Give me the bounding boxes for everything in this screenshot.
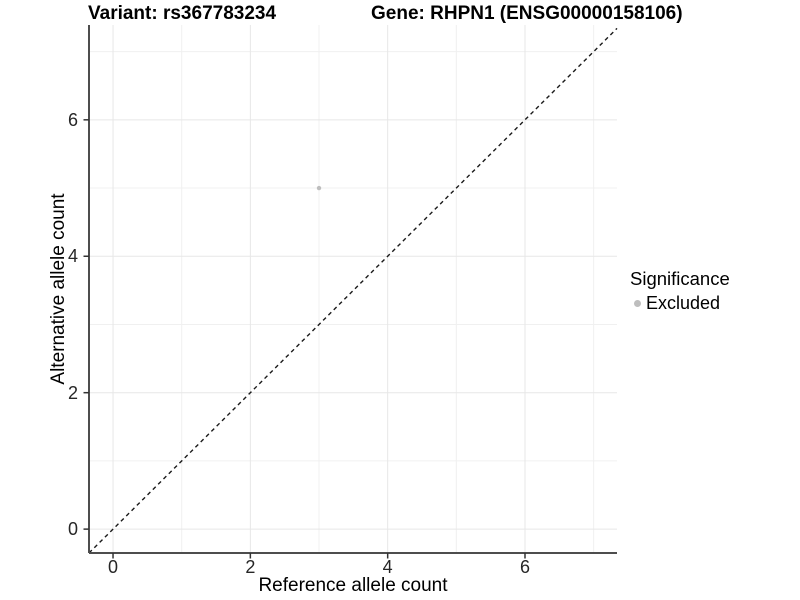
x-axis-title: Reference allele count xyxy=(258,575,448,596)
plot-title-variant: Variant: rs367783234 xyxy=(88,3,277,24)
plot-canvas xyxy=(83,25,618,559)
x-tick-label-2: 2 xyxy=(245,557,256,577)
data-point-excluded-0 xyxy=(316,185,322,191)
y-axis-title: Alternative allele count xyxy=(48,193,69,385)
y-tick-label-2: 2 xyxy=(67,382,78,403)
plot-title-gene: Gene: RHPN1 (ENSG00000158106) xyxy=(371,3,683,24)
legend-title: Significance xyxy=(630,268,730,289)
x-tick-label-4: 4 xyxy=(382,557,393,577)
legend-item-excluded: Excluded xyxy=(630,293,730,313)
x-tick-label-6: 6 xyxy=(519,557,530,577)
plot-panel xyxy=(83,25,618,559)
y-tick-label-6: 6 xyxy=(67,109,78,130)
legend: Significance Excluded xyxy=(630,268,730,313)
y-tick-label-4: 4 xyxy=(67,246,78,267)
x-tick-label-0: 0 xyxy=(108,557,119,577)
legend-point-icon xyxy=(634,299,641,307)
y-tick-label-0: 0 xyxy=(67,519,78,540)
legend-item-label: Excluded xyxy=(646,292,721,313)
identity-dashed-line xyxy=(88,27,618,554)
